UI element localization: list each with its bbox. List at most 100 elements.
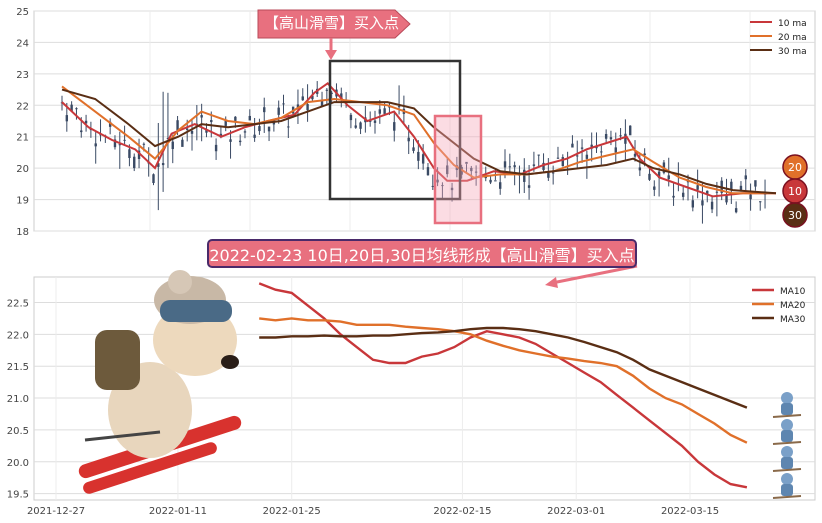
candle-body [407, 137, 410, 142]
top-legend: 10 ma 20 ma 30 ma [750, 19, 807, 57]
candle-body [80, 130, 83, 133]
skier-body-icon [781, 430, 793, 442]
candle-body [633, 153, 637, 157]
candle-body [243, 131, 247, 133]
top-y-tick-label: 20 [16, 164, 29, 175]
candle-body [551, 172, 555, 174]
bottom-x-tick-label: 2021-12-27 [27, 506, 85, 517]
candle-body [715, 191, 719, 193]
candle-body [619, 135, 622, 137]
candle-body [484, 176, 487, 179]
skier-ski-icon [772, 441, 802, 445]
candle-body [94, 143, 97, 147]
ma-badge-30 [782, 202, 808, 228]
pompom-icon [168, 270, 192, 294]
candle-body [267, 126, 271, 132]
callout-pointer-icon [325, 50, 337, 60]
candle-body [118, 144, 121, 146]
candle-body [744, 175, 747, 180]
candle-body [412, 147, 415, 151]
candle-body [354, 125, 357, 128]
skier-figure-icon [772, 392, 802, 418]
candle-body [600, 151, 603, 153]
candle-body [648, 173, 651, 180]
candle-body [171, 141, 174, 150]
candle-body [503, 161, 507, 168]
candles [60, 81, 767, 224]
skier-body-icon [781, 457, 793, 469]
candle-body [537, 154, 540, 156]
candle-body [450, 187, 454, 191]
buy-zone-highlight [433, 114, 483, 225]
ski-icon [83, 442, 217, 494]
candle-body [431, 185, 434, 187]
candle-body [470, 167, 473, 172]
ma-badge-label: 10 [788, 185, 802, 198]
candle-body [190, 130, 194, 134]
candle-body [604, 133, 608, 139]
candle-body [238, 140, 242, 143]
candle-body [306, 104, 309, 111]
skier-head-icon [781, 473, 793, 485]
candle-body [161, 163, 165, 166]
candle-body [643, 153, 646, 156]
candle-body [210, 120, 213, 123]
bottom-legend-label: MA10 [780, 287, 806, 297]
candle-body [185, 128, 189, 130]
decor: 20 10 30 [78, 9, 808, 499]
candle-body [108, 121, 112, 127]
candle-body [258, 126, 261, 132]
skier-body-icon [781, 484, 793, 496]
candle-body [576, 155, 579, 157]
candle-body [441, 185, 444, 187]
candle-body [181, 139, 184, 147]
candle-body [527, 185, 531, 188]
candle-body [263, 107, 266, 113]
top-y-tick-label: 18 [16, 227, 29, 238]
dog-nose-icon [221, 355, 239, 369]
skier-figure-icon [772, 473, 802, 499]
candle-body [523, 169, 526, 182]
candle-body [282, 103, 285, 105]
candle-body [325, 89, 329, 91]
top-y-tick-label: 19 [16, 196, 29, 207]
candle-body [446, 165, 449, 175]
buy-point-callout-label: 【高山滑雪】买入点 [264, 14, 400, 32]
candle-body [653, 186, 656, 190]
buy-point-banner: 2022-02-23 10日,20日,30日均线形成【高山滑雪】买入点 [207, 239, 637, 268]
top-ma-line-30-ma [61, 88, 777, 195]
candle-body [465, 161, 468, 164]
callout-arrow-shape [257, 9, 411, 39]
bottom-line-MA20 [259, 317, 748, 444]
bottom-y-tick-label: 21.5 [7, 362, 29, 373]
skier-body-icon [781, 403, 793, 415]
top-chart: 18 19 20 21 22 23 24 25 10 ma 20 ma 30 ma [16, 7, 816, 238]
ma-badge-label: 20 [788, 161, 802, 174]
top-legend-label: 10 ma [778, 19, 807, 29]
candle-body [681, 192, 685, 197]
candle-body [200, 115, 203, 118]
bottom-legend: MA10 MA20 MA30 [752, 287, 806, 325]
bottom-x-tick-label: 2022-01-25 [263, 506, 321, 517]
candle-body [734, 208, 738, 213]
focus-box [328, 59, 462, 201]
skiing-dog-illustration [78, 270, 242, 494]
candle-body [113, 139, 117, 148]
candle-body [229, 139, 232, 142]
candle-body [373, 120, 377, 123]
candle-body [730, 181, 733, 191]
candle-body [436, 179, 439, 183]
candle-body [494, 180, 497, 182]
banner-pointer-icon [545, 277, 558, 288]
candle-body [248, 115, 251, 121]
top-y-tick-label: 21 [16, 133, 29, 144]
candle-body [157, 163, 160, 167]
candle-body [474, 171, 478, 173]
candle-body [561, 157, 564, 167]
bottom-x-tick-label: 2022-02-15 [433, 506, 491, 517]
candle-body [657, 171, 661, 178]
candle-body [508, 166, 512, 168]
candle-body [287, 126, 290, 128]
candle-body [696, 185, 699, 190]
